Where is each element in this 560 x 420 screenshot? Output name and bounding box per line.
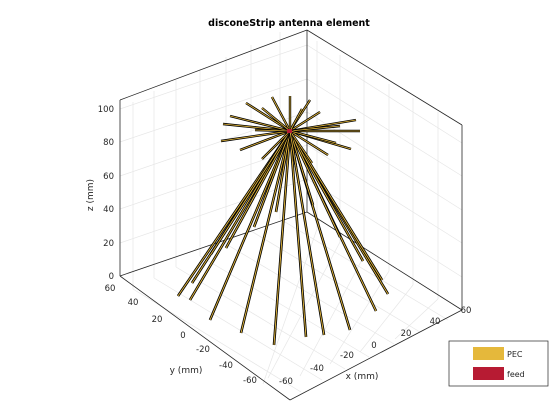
legend: PEC feed <box>448 340 549 387</box>
y-tick-60: 60 <box>105 284 116 294</box>
y-tick-40: 40 <box>128 298 139 308</box>
x-axis-label: x (mm) <box>346 372 379 382</box>
disc-strip-fill-15 <box>229 115 291 132</box>
cone-strip-fill-17 <box>225 130 291 249</box>
y-tick-m60: -60 <box>243 376 257 386</box>
disc-strip-fill-4 <box>289 111 321 132</box>
disc-strip-fill-20 <box>254 129 291 132</box>
disc-strip-fill-13 <box>220 130 291 142</box>
cone-strip-fill-6 <box>289 130 307 338</box>
legend-swatch-pec <box>473 347 504 360</box>
x-tick-0: 0 <box>371 341 376 351</box>
disc-strip-fill-16 <box>261 107 291 132</box>
cone-strip-fill-4 <box>240 130 291 334</box>
z-axis-label: z (mm) <box>86 179 96 211</box>
legend-label-feed: feed <box>507 370 525 379</box>
disc-strip-fill-8 <box>289 130 329 156</box>
cone-strip-fill-18 <box>210 130 291 255</box>
disc-strip-fill-17 <box>289 108 303 132</box>
cone-strip-fill-3 <box>209 130 291 321</box>
z-tick-20: 20 <box>103 239 114 249</box>
cone-strip-fill-15 <box>275 130 291 213</box>
z-tick-60: 60 <box>103 172 114 182</box>
disc-strip-fill-12 <box>239 130 291 151</box>
x-tick-60: 60 <box>461 306 472 316</box>
disc-strip-fill-19 <box>289 130 337 144</box>
antenna-strips <box>176 96 390 346</box>
y-axis-label: y (mm) <box>170 366 203 376</box>
feed-point <box>287 129 292 133</box>
x-axis: -60 -40 -20 0 20 40 60 x (mm) <box>279 306 471 387</box>
z-tick-labels: 0 20 40 60 80 100 <box>98 105 114 282</box>
legend-swatch-feed <box>473 367 504 380</box>
axes-box <box>119 29 463 401</box>
z-tick-80: 80 <box>103 138 114 148</box>
z-tick-0: 0 <box>109 272 114 282</box>
z-tick-100: 100 <box>98 105 114 115</box>
z-axis: 0 20 40 60 80 100 z (mm) <box>86 105 114 282</box>
y-tick-0: 0 <box>180 331 185 341</box>
disc-strip-fill-9 <box>289 130 313 164</box>
cone-strip-fill-5 <box>273 130 291 346</box>
x-tick-m20: -20 <box>340 351 354 361</box>
x-tick-m40: -40 <box>310 364 324 374</box>
legend-label-pec: PEC <box>507 350 523 359</box>
y-tick-m40: -40 <box>219 361 233 371</box>
disc-strip-fill-11 <box>261 130 291 160</box>
disc-strip-fill-10 <box>289 130 297 168</box>
disc-strip-fill-1 <box>271 96 291 132</box>
y-tick-20: 20 <box>152 315 163 325</box>
cone-strip-fill-14 <box>289 130 314 206</box>
cone-strip-fill-16 <box>253 130 291 228</box>
y-axis: 60 40 20 0 -20 -40 -60 y (mm) <box>105 284 257 386</box>
figure-title: disconeStrip antenna element <box>208 18 370 29</box>
cone-strip-fill-12 <box>289 130 364 262</box>
x-tick-20: 20 <box>401 329 412 339</box>
x-tick-m60: -60 <box>279 377 293 387</box>
disc-strip-fill-18 <box>289 125 341 132</box>
x-tick-40: 40 <box>430 317 441 327</box>
cone-strip-fill-13 <box>289 130 341 238</box>
y-tick-m20: -20 <box>196 345 210 355</box>
z-tick-40: 40 <box>103 205 114 215</box>
